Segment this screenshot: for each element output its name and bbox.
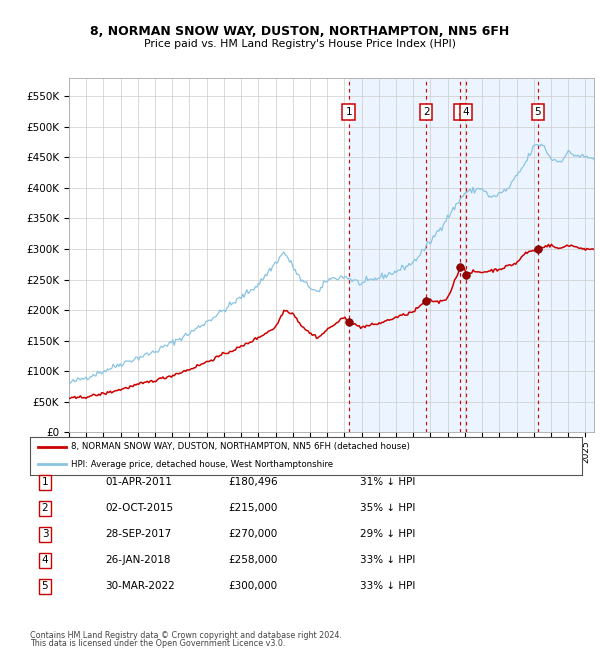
Text: £180,496: £180,496	[228, 477, 278, 488]
Text: 3: 3	[457, 107, 464, 116]
Text: 5: 5	[535, 107, 541, 116]
Text: 4: 4	[41, 555, 49, 566]
Text: 3: 3	[41, 529, 49, 539]
Text: 31% ↓ HPI: 31% ↓ HPI	[360, 477, 415, 488]
Text: 33% ↓ HPI: 33% ↓ HPI	[360, 555, 415, 566]
Text: 02-OCT-2015: 02-OCT-2015	[105, 503, 173, 514]
Bar	[349, 78, 594, 432]
Text: 29% ↓ HPI: 29% ↓ HPI	[360, 529, 415, 539]
Text: 4: 4	[463, 107, 469, 116]
Text: Contains HM Land Registry data © Crown copyright and database right 2024.: Contains HM Land Registry data © Crown c…	[30, 631, 342, 640]
Text: £300,000: £300,000	[228, 581, 277, 592]
Text: 5: 5	[41, 581, 49, 592]
Text: 2: 2	[41, 503, 49, 514]
Text: 1: 1	[41, 477, 49, 488]
Text: 1: 1	[346, 107, 352, 116]
Text: 01-APR-2011: 01-APR-2011	[105, 477, 172, 488]
Text: HPI: Average price, detached house, West Northamptonshire: HPI: Average price, detached house, West…	[71, 460, 334, 469]
Text: 35% ↓ HPI: 35% ↓ HPI	[360, 503, 415, 514]
Text: £258,000: £258,000	[228, 555, 277, 566]
Text: Price paid vs. HM Land Registry's House Price Index (HPI): Price paid vs. HM Land Registry's House …	[144, 39, 456, 49]
Text: This data is licensed under the Open Government Licence v3.0.: This data is licensed under the Open Gov…	[30, 639, 286, 648]
Text: £215,000: £215,000	[228, 503, 277, 514]
Text: 8, NORMAN SNOW WAY, DUSTON, NORTHAMPTON, NN5 6FH (detached house): 8, NORMAN SNOW WAY, DUSTON, NORTHAMPTON,…	[71, 443, 410, 452]
Text: 26-JAN-2018: 26-JAN-2018	[105, 555, 170, 566]
Text: 30-MAR-2022: 30-MAR-2022	[105, 581, 175, 592]
Text: £270,000: £270,000	[228, 529, 277, 539]
Text: 8, NORMAN SNOW WAY, DUSTON, NORTHAMPTON, NN5 6FH: 8, NORMAN SNOW WAY, DUSTON, NORTHAMPTON,…	[91, 25, 509, 38]
Text: 28-SEP-2017: 28-SEP-2017	[105, 529, 171, 539]
Text: 2: 2	[423, 107, 430, 116]
Text: 33% ↓ HPI: 33% ↓ HPI	[360, 581, 415, 592]
